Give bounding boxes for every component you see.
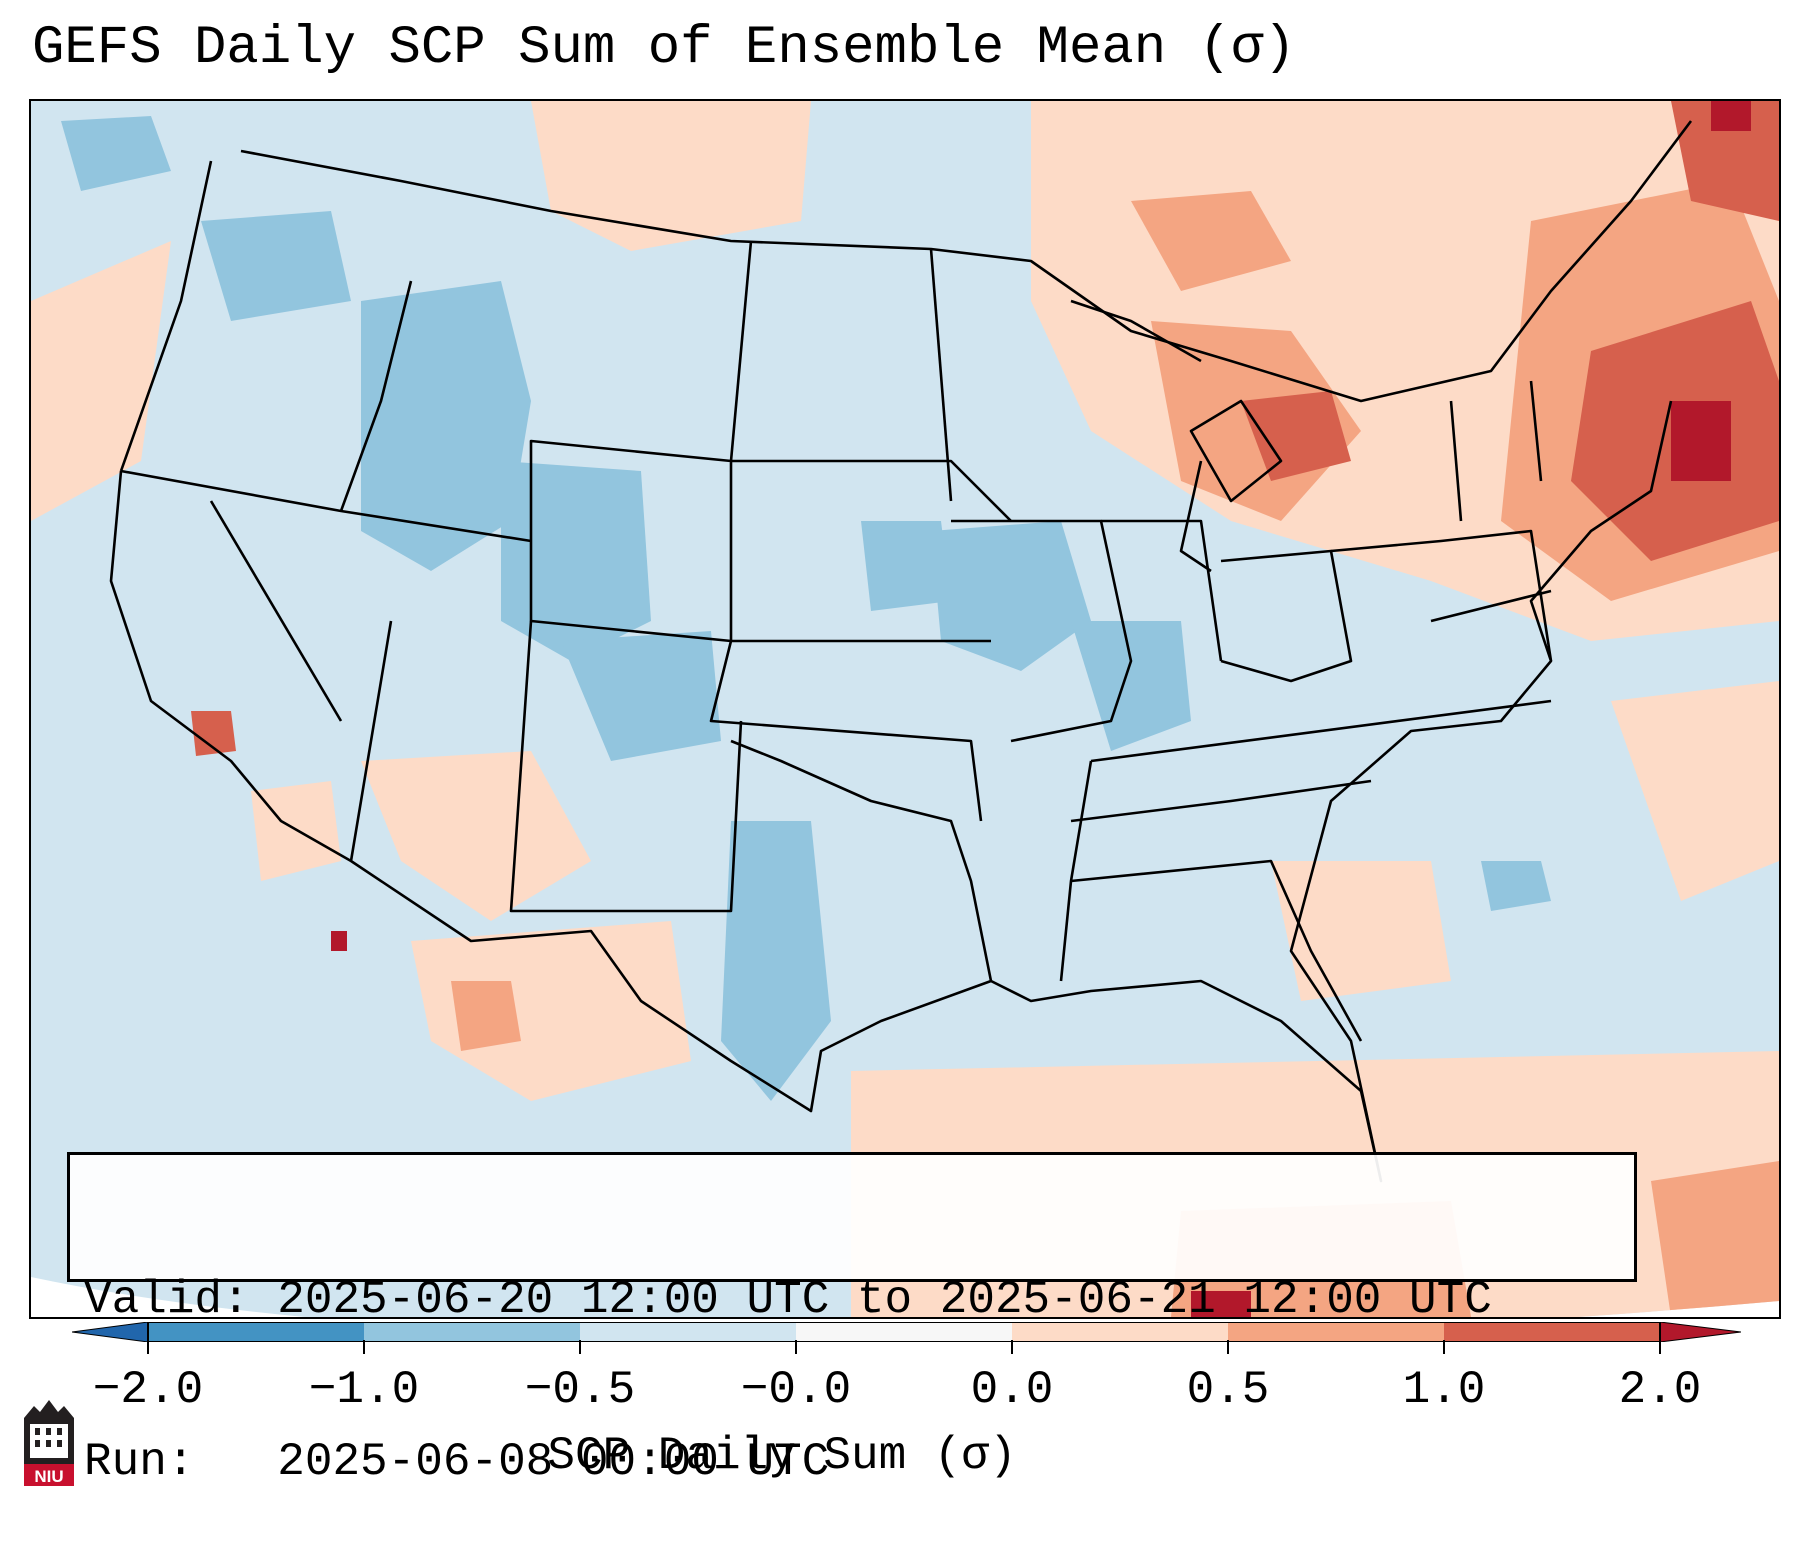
colorbar-tick-label: 1.0 xyxy=(1402,1364,1486,1416)
colorbar-segment xyxy=(580,1322,796,1342)
colorbar-segment xyxy=(148,1322,364,1342)
colorbar-tick-label: −1.0 xyxy=(308,1364,420,1416)
colorbar-segment-extend-high xyxy=(1659,1322,1741,1342)
colorbar-segment xyxy=(364,1322,580,1342)
colorbar-tick-label: −0.5 xyxy=(524,1364,636,1416)
positive-anomaly-max xyxy=(331,101,1751,1317)
colorbar-tick-mark xyxy=(795,1340,797,1354)
colorbar-label: SCP Daily Sum (σ) xyxy=(547,1430,1017,1482)
colorbar-tick-label: 0.0 xyxy=(970,1364,1054,1416)
negative-anomaly-regions xyxy=(61,116,1551,1101)
colorbar-tick-label: 0.5 xyxy=(1186,1364,1270,1416)
colorbar-tick-mark xyxy=(147,1340,149,1354)
colorbar-tick-label: 2.0 xyxy=(1618,1364,1702,1416)
colorbar-segment xyxy=(1228,1322,1444,1342)
map-panel xyxy=(29,99,1781,1319)
colorbar-segment xyxy=(1444,1322,1660,1342)
niu-logo-icon: NIU xyxy=(24,1400,74,1486)
colorbar-tick-label: −2.0 xyxy=(92,1364,204,1416)
colorbar-segment xyxy=(1012,1322,1228,1342)
colorbar xyxy=(72,1322,1741,1342)
map-canvas xyxy=(31,101,1779,1317)
run-time-text: Run: 2025-06-08 00:00 UTC xyxy=(84,1436,830,1488)
colorbar-segment-extend-low xyxy=(72,1322,149,1342)
colorbar-tick-mark xyxy=(1659,1340,1661,1354)
valid-time-text: Valid: 2025-06-20 12:00 UTC to 2025-06-2… xyxy=(84,1274,1492,1326)
niu-logo-text: NIU xyxy=(34,1467,63,1486)
colorbar-segment xyxy=(796,1322,1012,1342)
colorbar-tick-mark xyxy=(579,1340,581,1354)
colorbar-tick-mark xyxy=(363,1340,365,1354)
colorbar-tick-mark xyxy=(1443,1340,1445,1354)
colorbar-tick-mark xyxy=(1227,1340,1229,1354)
colorbar-tick-label: −0.0 xyxy=(740,1364,852,1416)
map-title: GEFS Daily SCP Sum of Ensemble Mean (σ) xyxy=(32,18,1296,79)
colorbar-tick-mark xyxy=(1011,1340,1013,1354)
valid-time-box: Valid: 2025-06-20 12:00 UTC to 2025-06-2… xyxy=(67,1152,1637,1488)
state-boundaries xyxy=(109,120,1693,1183)
